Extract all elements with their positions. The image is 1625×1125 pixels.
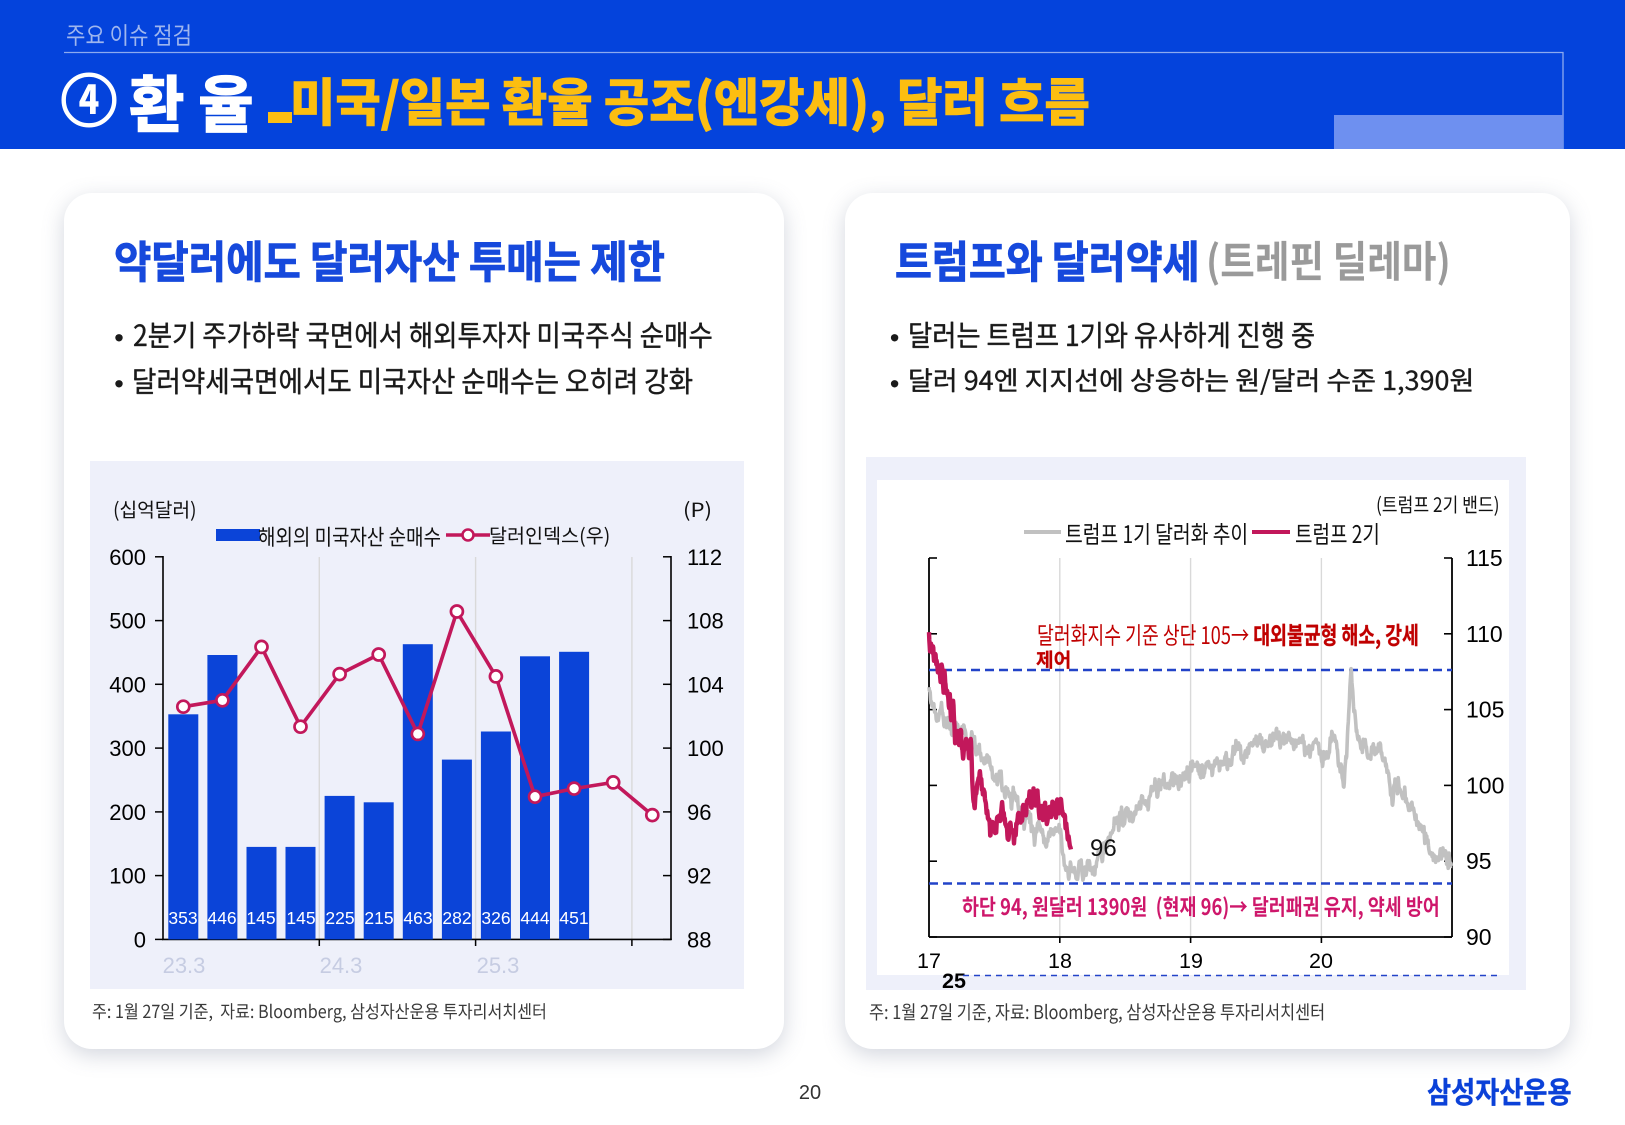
svg-text:353: 353: [168, 908, 197, 928]
svg-text:25: 25: [942, 969, 966, 993]
svg-text:451: 451: [559, 908, 588, 928]
svg-text:115: 115: [1466, 545, 1503, 571]
svg-text:96: 96: [1090, 835, 1117, 862]
svg-text:90: 90: [1466, 924, 1492, 950]
svg-text:19: 19: [1179, 949, 1203, 973]
svg-text:105: 105: [1466, 697, 1504, 723]
svg-text:20: 20: [1309, 949, 1333, 973]
svg-text:463: 463: [403, 908, 432, 928]
svg-text:96: 96: [687, 800, 711, 825]
svg-text:145: 145: [286, 908, 315, 928]
svg-text:23.3: 23.3: [163, 953, 206, 978]
svg-text:104: 104: [687, 672, 724, 697]
svg-text:444: 444: [520, 908, 549, 928]
svg-text:326: 326: [481, 908, 510, 928]
svg-text:24.3: 24.3: [320, 953, 363, 978]
svg-text:225: 225: [325, 908, 354, 928]
svg-text:112: 112: [687, 545, 722, 570]
svg-text:20: 20: [799, 1082, 821, 1104]
svg-text:100: 100: [1466, 772, 1504, 798]
svg-text:100: 100: [109, 864, 146, 889]
svg-text:215: 215: [364, 908, 393, 928]
svg-text:18: 18: [1048, 949, 1072, 973]
svg-text:145: 145: [246, 908, 275, 928]
svg-text:400: 400: [109, 672, 146, 697]
svg-text:108: 108: [687, 609, 724, 634]
svg-text:110: 110: [1466, 621, 1503, 647]
svg-text:88: 88: [687, 927, 711, 952]
svg-text:0: 0: [134, 927, 146, 952]
svg-text:25.3: 25.3: [477, 953, 520, 978]
svg-text:95: 95: [1466, 848, 1492, 874]
svg-text:282: 282: [442, 908, 471, 928]
svg-text:500: 500: [109, 609, 146, 634]
svg-text:600: 600: [109, 545, 146, 570]
svg-text:100: 100: [687, 736, 724, 761]
svg-text:200: 200: [109, 800, 146, 825]
svg-text:300: 300: [109, 736, 146, 761]
svg-text:92: 92: [687, 864, 711, 889]
svg-text:17: 17: [917, 949, 941, 973]
svg-text:446: 446: [207, 908, 236, 928]
